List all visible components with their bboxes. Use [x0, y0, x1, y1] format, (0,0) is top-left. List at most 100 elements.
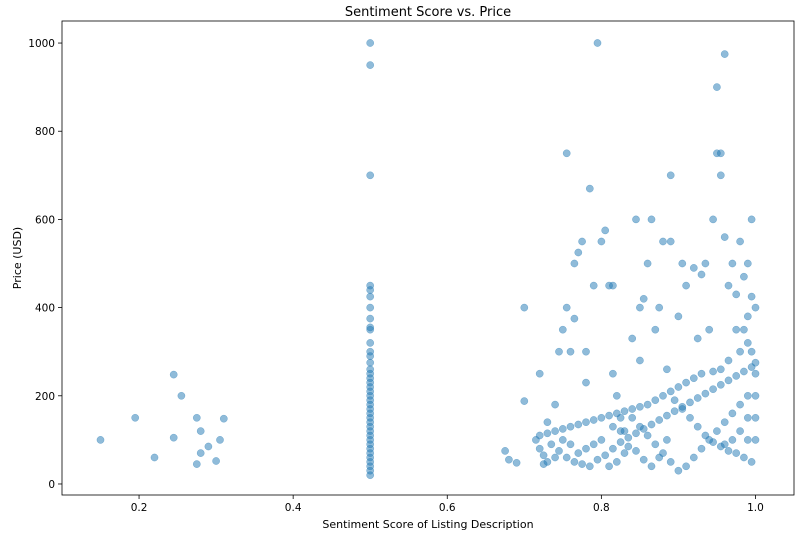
data-point — [620, 449, 629, 457]
data-point — [720, 233, 729, 241]
data-point — [678, 259, 687, 268]
data-point — [624, 442, 633, 451]
data-point — [366, 292, 375, 301]
data-point — [674, 383, 683, 391]
data-point — [747, 347, 756, 356]
data-point — [655, 303, 664, 312]
data-point — [562, 149, 571, 158]
data-point — [558, 436, 567, 444]
data-point — [713, 83, 721, 91]
data-point — [751, 413, 760, 422]
data-point — [601, 451, 610, 460]
data-point — [551, 427, 559, 435]
data-point — [589, 440, 598, 449]
data-point — [693, 422, 702, 431]
data-point — [643, 400, 652, 409]
data-point — [728, 409, 737, 418]
data-point — [740, 367, 748, 376]
data-point — [701, 259, 710, 268]
data-point — [558, 425, 567, 433]
data-point — [636, 402, 644, 411]
data-point — [609, 281, 617, 290]
data-point — [601, 226, 610, 235]
data-point — [716, 365, 725, 374]
x-tick-label: 0.4 — [285, 502, 302, 514]
x-tick-label: 0.2 — [131, 502, 148, 514]
data-point — [639, 455, 648, 464]
data-point — [366, 39, 375, 47]
data-point — [716, 442, 725, 451]
data-point — [663, 411, 671, 420]
data-point — [570, 458, 579, 466]
data-point — [647, 420, 656, 429]
data-point — [366, 61, 375, 69]
data-point — [169, 370, 178, 379]
data-point — [751, 358, 760, 367]
data-point — [366, 352, 375, 360]
data-point — [582, 418, 590, 427]
data-point — [743, 436, 752, 444]
x-axis-label: Sentiment Score of Listing Description — [322, 518, 533, 531]
data-point — [547, 440, 556, 449]
data-point — [562, 303, 571, 312]
data-point — [678, 405, 687, 413]
data-point — [693, 334, 702, 343]
data-point — [663, 365, 671, 374]
data-point — [555, 447, 563, 455]
data-point — [628, 413, 637, 422]
data-point — [574, 449, 583, 457]
data-point — [620, 407, 629, 416]
x-tick-label: 0.6 — [439, 502, 456, 514]
y-tick-label: 400 — [35, 303, 55, 315]
data-point — [655, 416, 664, 424]
data-point — [597, 237, 606, 246]
data-point — [747, 215, 756, 224]
data-point — [612, 458, 621, 466]
data-point — [597, 436, 606, 444]
data-point — [501, 447, 509, 455]
data-point — [570, 314, 579, 323]
data-point — [636, 356, 644, 365]
data-point — [701, 431, 710, 440]
data-point — [578, 460, 586, 468]
data-point — [736, 347, 744, 356]
data-point — [539, 451, 548, 460]
data-point — [740, 453, 748, 462]
data-point — [616, 438, 625, 446]
data-point — [366, 314, 375, 323]
data-point — [709, 385, 717, 394]
data-point — [204, 442, 213, 451]
data-point — [724, 376, 733, 385]
data-point — [697, 369, 706, 378]
data-point — [597, 413, 606, 422]
data-point — [551, 400, 559, 409]
data-point — [582, 347, 590, 356]
y-tick-label: 0 — [48, 479, 55, 491]
data-point — [574, 420, 583, 429]
data-point — [674, 312, 683, 321]
data-point — [582, 444, 590, 453]
data-point — [663, 436, 671, 444]
data-point — [578, 237, 586, 246]
y-axis-ticks: 0 200 400 600 800 1000 — [28, 38, 62, 491]
data-point — [709, 215, 717, 224]
data-point — [582, 378, 590, 387]
x-tick-label: 1.0 — [747, 502, 764, 514]
data-point — [655, 453, 664, 462]
data-point — [697, 444, 706, 453]
data-point — [632, 429, 640, 438]
data-point — [709, 438, 717, 446]
data-point — [593, 455, 602, 464]
data-point — [366, 339, 375, 347]
data-point — [651, 396, 660, 405]
data-point — [736, 237, 744, 246]
data-point — [566, 440, 575, 449]
data-point — [651, 325, 660, 334]
data-point — [505, 455, 513, 464]
data-point — [720, 50, 729, 58]
data-point — [732, 325, 741, 334]
data-point — [612, 391, 621, 400]
data-point — [751, 391, 760, 400]
data-point — [636, 422, 644, 431]
data-point — [666, 387, 675, 396]
